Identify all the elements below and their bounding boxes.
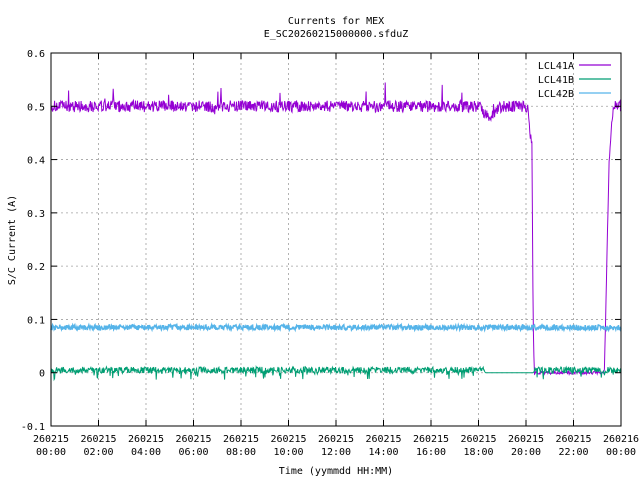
x-tick-label-time: 18:00 xyxy=(463,447,493,458)
x-tick-label-time: 12:00 xyxy=(321,447,351,458)
y-tick-label: 0.4 xyxy=(27,156,45,167)
y-tick-label: 0 xyxy=(39,369,45,380)
x-tick-label-date: 260215 xyxy=(365,434,401,445)
y-tick-label: 0.1 xyxy=(27,315,45,326)
legend-label: LCL41B xyxy=(538,75,574,86)
x-tick-label-date: 260215 xyxy=(413,434,449,445)
y-tick-label: 0.3 xyxy=(27,209,45,220)
x-tick-label-time: 04:00 xyxy=(131,447,161,458)
x-tick-label-date: 260215 xyxy=(80,434,116,445)
legend: LCL41A LCL41B LCL42B xyxy=(538,61,611,100)
x-tick-label-date: 260215 xyxy=(508,434,544,445)
chart-title: Currents for MEX xyxy=(288,16,384,27)
y-tick-label: 0.6 xyxy=(27,49,45,60)
x-tick-label-time: 20:00 xyxy=(511,447,541,458)
x-tick-label-date: 260215 xyxy=(460,434,496,445)
x-tick-label-time: 14:00 xyxy=(368,447,398,458)
y-tick-label: 0.5 xyxy=(27,102,45,113)
x-tick-label-time: 08:00 xyxy=(226,447,256,458)
series-line-lcl41b xyxy=(50,364,622,382)
legend-label: LCL41A xyxy=(538,61,574,72)
x-tick-label-time: 06:00 xyxy=(178,447,208,458)
x-tick-label-date: 260216 xyxy=(603,434,639,445)
series-line-lcl41a xyxy=(50,82,622,377)
x-tick-label-date: 260215 xyxy=(318,434,354,445)
y-axis: -0.1 0 0.1 0.2 0.3 0.4 0.5 0.6 xyxy=(21,49,621,433)
x-tick-label-time: 22:00 xyxy=(558,447,588,458)
x-tick-label-date: 260215 xyxy=(555,434,591,445)
x-tick-label-time: 00:00 xyxy=(606,447,636,458)
x-tick-label-date: 260215 xyxy=(128,434,164,445)
x-axis-label: Time (yymmdd HH:MM) xyxy=(279,466,393,477)
x-tick-label-date: 260215 xyxy=(175,434,211,445)
x-tick-label-date: 260215 xyxy=(270,434,306,445)
y-tick-label: -0.1 xyxy=(21,422,45,433)
x-tick-label-date: 260215 xyxy=(33,434,69,445)
x-tick-label-time: 00:00 xyxy=(36,447,66,458)
x-tick-label-time: 10:00 xyxy=(273,447,303,458)
x-tick-label-time: 16:00 xyxy=(416,447,446,458)
chart-subtitle: E_SC20260215000000.sfduZ xyxy=(264,29,409,40)
x-axis: 260215 00:00 260215 02:00 260215 04:00 260215 0… xyxy=(33,53,639,458)
legend-label: LCL42B xyxy=(538,89,574,100)
grid xyxy=(51,53,621,426)
y-tick-label: 0.2 xyxy=(27,262,45,273)
y-axis-label: S/C Current (A) xyxy=(7,195,18,285)
x-tick-label-time: 02:00 xyxy=(83,447,113,458)
x-tick-label-date: 260215 xyxy=(223,434,259,445)
series-group xyxy=(50,82,622,382)
series-line-lcl42b xyxy=(50,322,622,333)
